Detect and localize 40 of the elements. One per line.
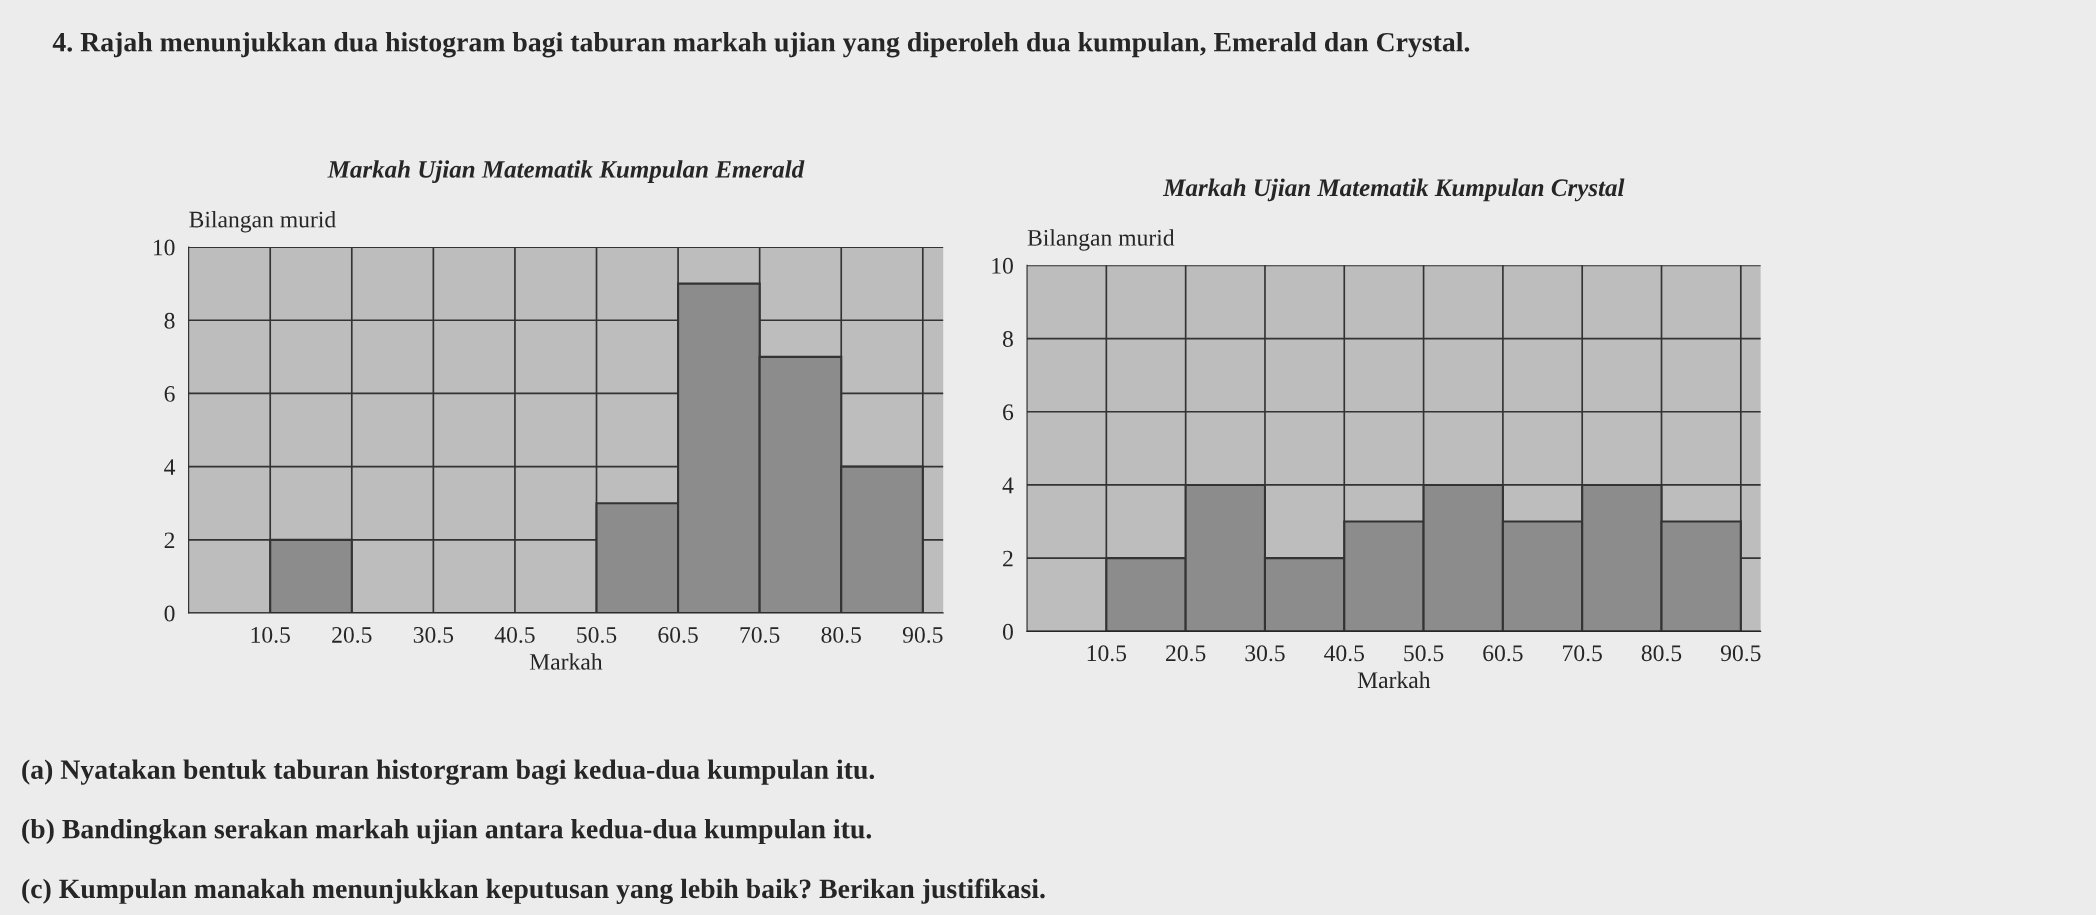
x-tick-label: 50.5	[577, 626, 617, 643]
y-tick-label: 10	[153, 239, 175, 256]
x-tick-label: 50.5	[1404, 645, 1444, 662]
x-tick-label: 40.5	[494, 626, 535, 643]
y-tick-label: 0	[164, 605, 175, 622]
x-tick-label: 10.5	[1087, 645, 1127, 662]
x-axis-title: Markah	[1357, 671, 1431, 689]
y-tick-label: 8	[1002, 331, 1013, 347]
x-tick-label: 60.5	[658, 626, 698, 643]
chart-title: Markah Ujian Matematik Kumpulan Emerald	[327, 160, 805, 183]
y-tick-label: 6	[164, 386, 175, 402]
y-axis-title: Bilangan murid	[1027, 229, 1175, 251]
x-tick-label: 20.5	[332, 626, 372, 643]
x-tick-label: 40.5	[1324, 645, 1365, 662]
y-tick-label: 4	[1002, 477, 1014, 494]
y-tick-label: 6	[1003, 404, 1014, 421]
y-tick-label: 4	[164, 459, 176, 475]
x-tick-label: 30.5	[413, 626, 454, 643]
text: (a) Nyatakan bentuk taburan historgram bagi kedua-dua kumpulan itu.	[22, 759, 875, 785]
x-tick-label: 80.5	[821, 626, 861, 643]
chart-title: Markah Ujian Matematik Kumpulan Crystal	[1162, 178, 1625, 202]
text: (c) Kumpulan manakah menunjukkan keputusan yang lebih baik? Berikan justifikasi.	[22, 878, 1045, 905]
y-axis-title: Bilangan murid	[189, 210, 336, 233]
x-tick-label: 10.5	[251, 626, 290, 643]
y-tick-label: 2	[164, 532, 175, 549]
x-axis-title: Markah	[529, 653, 603, 670]
y-tick-label: 10	[992, 257, 1013, 274]
x-tick-label: 70.5	[1563, 645, 1602, 662]
x-tick-label: 70.5	[740, 626, 780, 643]
x-tick-label: 90.5	[1720, 645, 1761, 662]
text: (b) Bandingkan serakan markah ujian antara kedua-dua kumpulan itu.	[22, 818, 872, 845]
x-tick-label: 20.5	[1166, 645, 1206, 662]
y-tick-label: 8	[164, 312, 175, 329]
x-tick-label: 60.5	[1483, 645, 1523, 662]
x-tick-label: 90.5	[902, 626, 943, 643]
x-tick-label: 30.5	[1245, 645, 1285, 662]
y-tick-label: 2	[1003, 550, 1013, 567]
x-tick-label: 80.5	[1641, 645, 1682, 662]
text: 4. Rajah menunjukkan dua histogram bagi taburan markah ujian yang diperoleh dua kumpulan, Emerald dan Crystal.	[52, 32, 1470, 58]
y-tick-label: 0	[1002, 623, 1013, 640]
